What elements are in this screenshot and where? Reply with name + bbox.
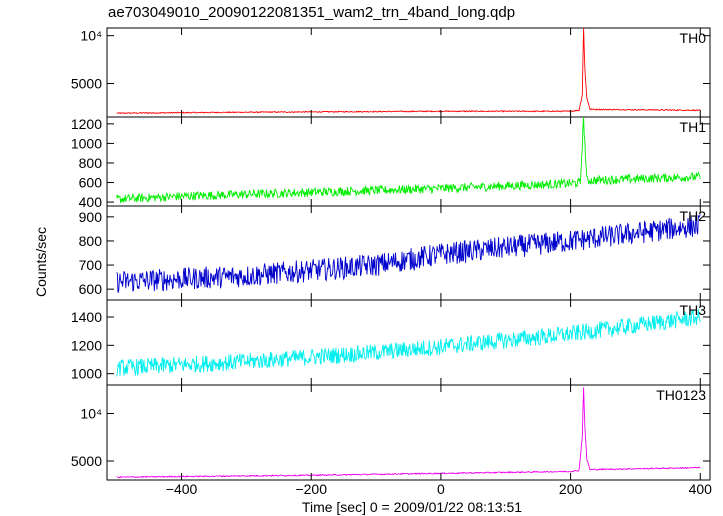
chart-title: ae703049010_20090122081351_wam2_trn_4ban…	[108, 4, 516, 21]
y-tick-label: 10⁴	[80, 28, 102, 44]
series-line-th1	[116, 116, 701, 203]
y-tick-label: 600	[79, 281, 103, 297]
series-line-th0123	[116, 387, 701, 479]
y-tick-label: 5000	[71, 76, 102, 92]
panel-frame	[106, 299, 711, 386]
panel-th0123: TH0123 5000 10⁴	[71, 384, 711, 481]
y-tick-label: 1000	[71, 135, 102, 151]
y-tick-label: 10⁴	[80, 406, 102, 422]
y-tick-label: 1200	[71, 116, 102, 132]
x-tick-label: 200	[559, 481, 583, 497]
panels-group: TH0 5000 10⁴ TH1 400 600 800 1000 1200 TH2 600 700 8…	[71, 27, 711, 481]
panel-frame	[106, 27, 711, 118]
series-line-th3	[116, 309, 701, 377]
x-axis-tick-labels: −400 −200 0 200 400	[166, 481, 712, 497]
x-axis-label: Time [sec] 0 = 2009/01/22 08:13:51	[302, 499, 522, 515]
x-tick-label: −400	[166, 481, 198, 497]
panel-label: TH3	[680, 302, 707, 318]
x-tick-label: −200	[295, 481, 327, 497]
y-tick-label: 1200	[71, 337, 102, 353]
series-line-th2	[116, 214, 701, 293]
y-tick-label: 5000	[71, 453, 102, 469]
panel-label: TH0	[680, 30, 707, 46]
panel-label: TH1	[680, 119, 707, 135]
panel-th0: TH0 5000 10⁴	[71, 27, 711, 118]
y-tick-label: 800	[79, 233, 103, 249]
y-axis-label: Counts/sec	[33, 227, 49, 297]
x-tick-label: 400	[689, 481, 713, 497]
y-tick-label: 700	[79, 257, 103, 273]
panel-th2: TH2 600 700 800 900	[79, 205, 711, 301]
y-tick-label: 400	[79, 194, 103, 210]
y-tick-label: 800	[79, 155, 103, 171]
series-line-th0	[116, 27, 701, 115]
y-tick-label: 1400	[71, 309, 102, 325]
panel-th1: TH1 400 600 800 1000 1200	[71, 116, 711, 210]
panel-label: TH0123	[656, 387, 706, 403]
panel-th3: TH3 1000 1200 1400	[71, 299, 711, 386]
y-tick-label: 900	[79, 209, 103, 225]
panel-label: TH2	[680, 208, 707, 224]
panel-frame	[106, 384, 711, 481]
y-tick-label: 600	[79, 175, 103, 191]
y-tick-label: 1000	[71, 366, 102, 382]
x-tick-label: 0	[437, 481, 445, 497]
